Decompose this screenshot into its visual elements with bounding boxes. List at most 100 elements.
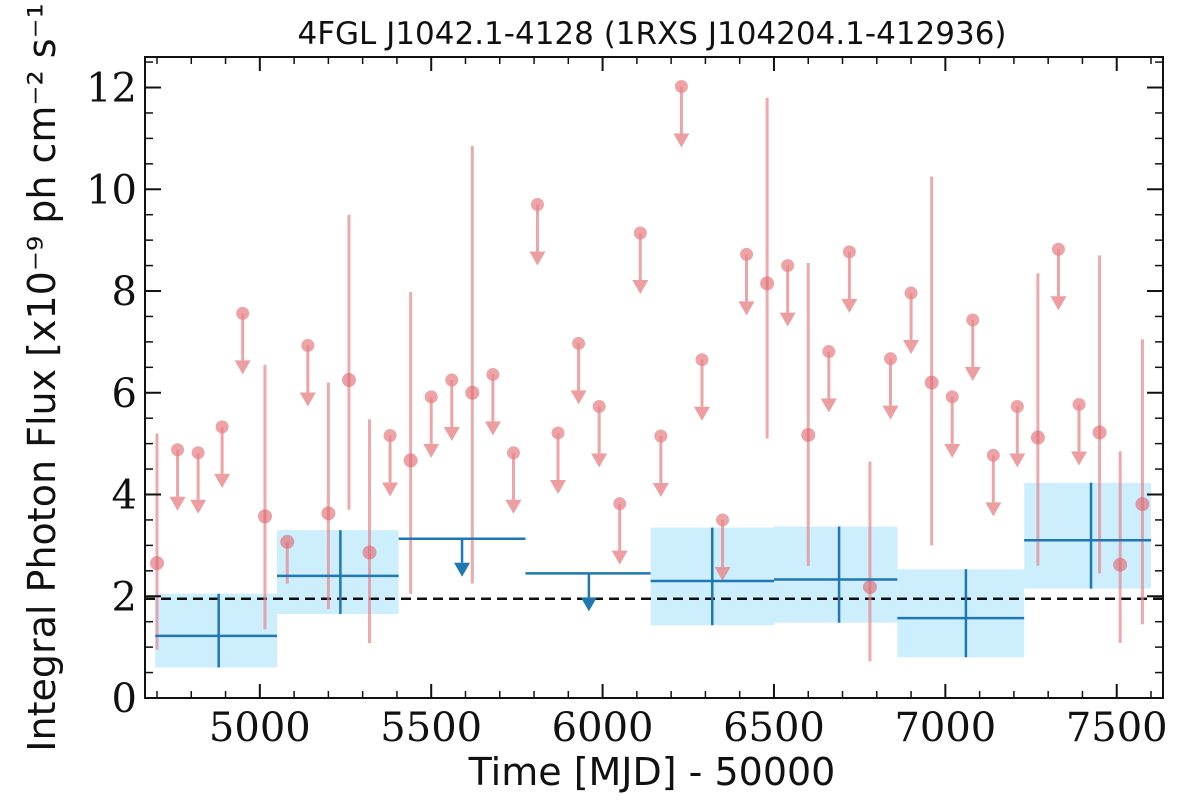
upper-limit-arrow-23 (841, 298, 858, 313)
upper-limit-point-5 (383, 428, 397, 442)
upper-limit-point-3 (236, 306, 250, 320)
upper-limit-arrow-2 (214, 473, 231, 488)
upper-limit-point-31 (1072, 397, 1086, 411)
upper-limit-arrow-13 (591, 453, 608, 468)
detection-point-14 (1113, 557, 1128, 572)
upper-limit-arrow-5 (382, 482, 399, 497)
upper-limit-point-21 (781, 259, 795, 273)
detection-point-5 (362, 545, 377, 560)
detection-point-3 (321, 506, 336, 521)
upper-limit-arrow-10 (529, 251, 546, 266)
detection-point-13 (1092, 425, 1107, 440)
detection-point-12 (1030, 430, 1045, 445)
long-bin-band-3 (773, 526, 898, 623)
long-bin-band-0 (155, 593, 277, 668)
upper-limit-arrow-19 (714, 566, 731, 581)
y-axis-label: Integral Photon Flux [x10⁻⁹ ph cm⁻² s⁻¹] (20, 0, 64, 752)
upper-limit-point-8 (486, 367, 500, 381)
upper-limit-point-12 (572, 336, 586, 350)
detection-point-10 (862, 580, 877, 595)
upper-limit-arrow-30 (1050, 296, 1067, 311)
upper-limit-point-29 (1010, 399, 1024, 413)
upper-limit-arrow-12 (570, 390, 587, 405)
upper-limit-arrow-29 (1009, 453, 1026, 468)
upper-limit-point-27 (966, 313, 980, 327)
x-tick-label-3: 6500 (723, 705, 825, 751)
detection-point-4 (341, 373, 356, 388)
upper-limit-point-11 (551, 426, 565, 440)
detection-point-6 (403, 453, 418, 468)
detection-point-15 (1135, 497, 1150, 512)
upper-limit-arrow-25 (903, 340, 920, 355)
upper-limit-point-6 (424, 390, 438, 404)
upper-limit-point-13 (592, 399, 606, 413)
upper-limit-point-22 (822, 345, 836, 359)
upper-limit-arrow-17 (673, 133, 690, 148)
x-axis-label: Time [MJD] - 50000 (468, 750, 836, 794)
x-tick-label-5: 7500 (1066, 705, 1168, 751)
upper-limit-arrow-3 (234, 360, 251, 375)
y-tick-label-6: 12 (86, 66, 137, 112)
detection-point-7 (465, 385, 480, 400)
y-tick-label-5: 10 (86, 167, 137, 213)
upper-limit-arrow-21 (779, 312, 796, 327)
upper-limit-point-10 (530, 198, 544, 212)
upper-limit-arrow-28 (985, 502, 1002, 517)
x-tick-label-1: 5500 (380, 705, 482, 751)
detection-point-0 (149, 556, 164, 571)
detection-point-1 (257, 509, 272, 524)
long-bin-band-1 (276, 530, 399, 615)
x-tick-label-0: 5000 (209, 705, 311, 751)
upper-limit-point-26 (945, 390, 959, 404)
upper-limit-arrow-8 (484, 421, 501, 436)
upper-limit-arrow-24 (882, 405, 899, 420)
long-bin-band-4 (897, 569, 1025, 658)
plot-area: 5000 5500 6000 6500 7000 7500 0 2 4 6 8 10 12 (86, 56, 1168, 751)
upper-limit-point-7 (445, 373, 459, 387)
upper-limit-point-14 (613, 497, 627, 511)
upper-limit-arrow-11 (550, 479, 567, 494)
upper-limit-point-16 (654, 429, 668, 443)
y-tick-label-3: 6 (112, 371, 137, 417)
upper-limit-arrow-31 (1071, 451, 1088, 466)
long-bin-ul-arrow-1 (580, 597, 597, 612)
upper-limit-point-17 (674, 80, 688, 94)
y-tick-label-4: 8 (112, 269, 137, 315)
upper-limit-point-9 (506, 446, 520, 460)
upper-limit-arrow-9 (505, 499, 522, 514)
upper-limit-point-23 (842, 245, 856, 259)
chart-title: 4FGL J1042.1-4128 (1RXS J104204.1-412936… (297, 16, 1006, 52)
detection-point-8 (760, 276, 775, 291)
upper-limit-point-18 (695, 353, 709, 367)
plot-frame (144, 56, 1164, 699)
upper-limit-point-30 (1051, 242, 1065, 256)
upper-limit-arrow-0 (169, 496, 186, 511)
upper-limit-arrow-16 (652, 483, 669, 498)
upper-limit-arrow-7 (443, 427, 460, 442)
upper-limit-arrow-26 (944, 443, 961, 458)
y-tick-label-2: 4 (112, 473, 137, 519)
upper-limit-arrow-14 (611, 550, 628, 565)
upper-limit-arrow-6 (423, 443, 440, 458)
detection-point-2 (280, 534, 295, 549)
upper-limit-point-25 (904, 286, 918, 300)
upper-limit-arrow-22 (820, 398, 837, 413)
long-bin-ul-arrow-0 (454, 562, 471, 577)
upper-limit-arrow-15 (632, 280, 649, 295)
detection-point-11 (924, 375, 939, 390)
upper-limit-point-28 (986, 448, 1000, 462)
upper-limit-point-1 (191, 446, 205, 460)
upper-limit-arrow-27 (964, 367, 981, 382)
upper-limit-point-19 (716, 513, 730, 527)
upper-limit-arrow-18 (693, 406, 710, 421)
upper-limit-arrow-1 (190, 499, 207, 514)
long-bin-band-5 (1024, 482, 1152, 589)
upper-limit-point-20 (740, 247, 754, 261)
x-tick-label-4: 7000 (894, 705, 996, 751)
y-tick-label-1: 2 (112, 574, 137, 620)
upper-limit-point-0 (171, 443, 185, 457)
upper-limit-point-4 (301, 338, 315, 352)
detection-point-9 (801, 427, 816, 442)
